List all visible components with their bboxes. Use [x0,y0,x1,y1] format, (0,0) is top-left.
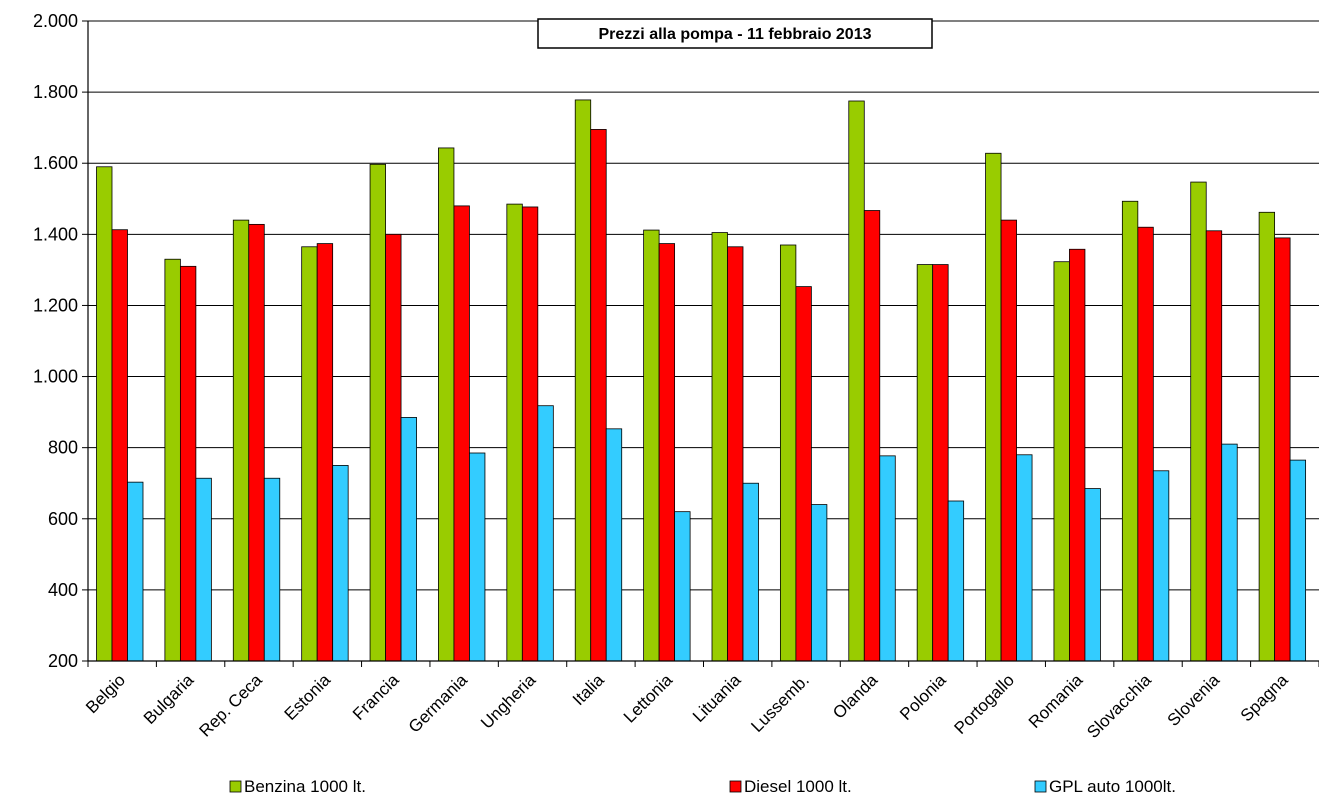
x-tick-label: Italia [569,670,608,709]
bar [316,243,334,662]
bar [506,203,523,662]
bar [1016,454,1033,662]
y-tick-label: 1.400 [33,224,78,244]
bar [385,233,402,662]
bar [1000,219,1017,662]
legend-label: GPL auto 1000lt. [1049,777,1176,796]
x-tick-label: Ungheria [477,670,540,733]
bar [179,265,197,662]
bar [711,232,728,662]
bar [537,405,554,662]
bar [879,455,896,662]
bar [127,481,144,662]
bar [248,223,265,662]
legend-label: Benzina 1000 lt. [244,777,366,796]
x-tick-label: Slovacchia [1083,670,1155,742]
y-tick-label: 2.000 [33,11,78,31]
bar [1084,488,1101,662]
bar [742,482,759,662]
axes [82,20,1319,667]
bar [369,163,386,662]
bars [96,99,1307,662]
bar [96,166,113,662]
legend-swatch [729,780,742,793]
bar [1190,181,1207,662]
x-tick-label: Rep. Ceca [196,670,267,741]
x-tick-label: Germania [405,670,472,737]
bar [574,99,592,662]
bar [932,264,949,662]
bar [1152,470,1170,662]
bar [916,264,934,662]
bar [400,417,417,662]
bar [453,205,470,662]
bar [1274,237,1291,662]
legend-label: Diesel 1000 lt. [744,777,852,796]
y-tick-label: 200 [48,651,78,671]
y-tick-label: 800 [48,438,78,458]
bar [195,477,212,662]
y-tick-label: 1.800 [33,82,78,102]
x-tick-label: Polonia [896,670,950,724]
y-tick-label: 1.000 [33,367,78,387]
x-tick-label: Romania [1025,670,1087,732]
y-tick-label: 1.200 [33,295,78,315]
y-tick-label: 1.600 [33,153,78,173]
bar [643,229,660,662]
bar [111,229,128,662]
bar [947,500,965,662]
x-tick-label: Lussemb. [747,670,813,736]
x-tick-label: Estonia [281,670,335,724]
bar [469,452,486,662]
bar [863,210,881,662]
y-tick-label: 400 [48,580,78,600]
legend: Benzina 1000 lt. Diesel 1000 lt. GPL auto … [229,777,1176,796]
bar [263,477,281,662]
bar [605,428,623,662]
bar [438,147,455,662]
x-tick-label: Spagna [1237,670,1292,725]
bar [1205,230,1223,662]
x-tick-label: Slovenia [1164,670,1224,730]
x-tick-label: Bulgaria [140,670,198,728]
bar [590,129,607,662]
chart-title: Prezzi alla pompa - 11 febbraio 2013 [599,26,872,43]
chart-title-box: Prezzi alla pompa - 11 febbraio 2013 [537,18,933,49]
bar [779,244,797,662]
legend-swatch [1034,780,1047,793]
bar [674,511,691,662]
bar [1258,211,1276,662]
bar [1069,248,1086,662]
bar [848,100,865,662]
bar [985,152,1002,662]
bar [332,465,349,662]
bar [658,243,676,662]
bar [164,258,181,662]
x-tick-label: Portogallo [951,670,1019,738]
bar [1221,443,1238,662]
bar [810,504,828,662]
bar [1053,261,1070,662]
x-tick-label: Francia [349,670,403,724]
legend-swatch [229,780,242,793]
bar [232,219,250,662]
y-tick-label: 600 [48,509,78,529]
bar [1121,200,1139,662]
x-tick-label: Olanda [829,670,882,723]
bar [1289,459,1307,662]
bar [1137,226,1154,662]
x-tick-label: Lituania [689,670,745,726]
x-tick-label: Belgio [82,670,129,717]
bar [795,286,812,662]
y-tick-labels: 200 400 600 800 1.000 1.200 1.400 1.600 1.800 2.0… [33,11,78,671]
bar [727,246,744,662]
bar [301,246,318,662]
bar [521,206,539,662]
x-tick-label: Lettonia [620,670,677,727]
